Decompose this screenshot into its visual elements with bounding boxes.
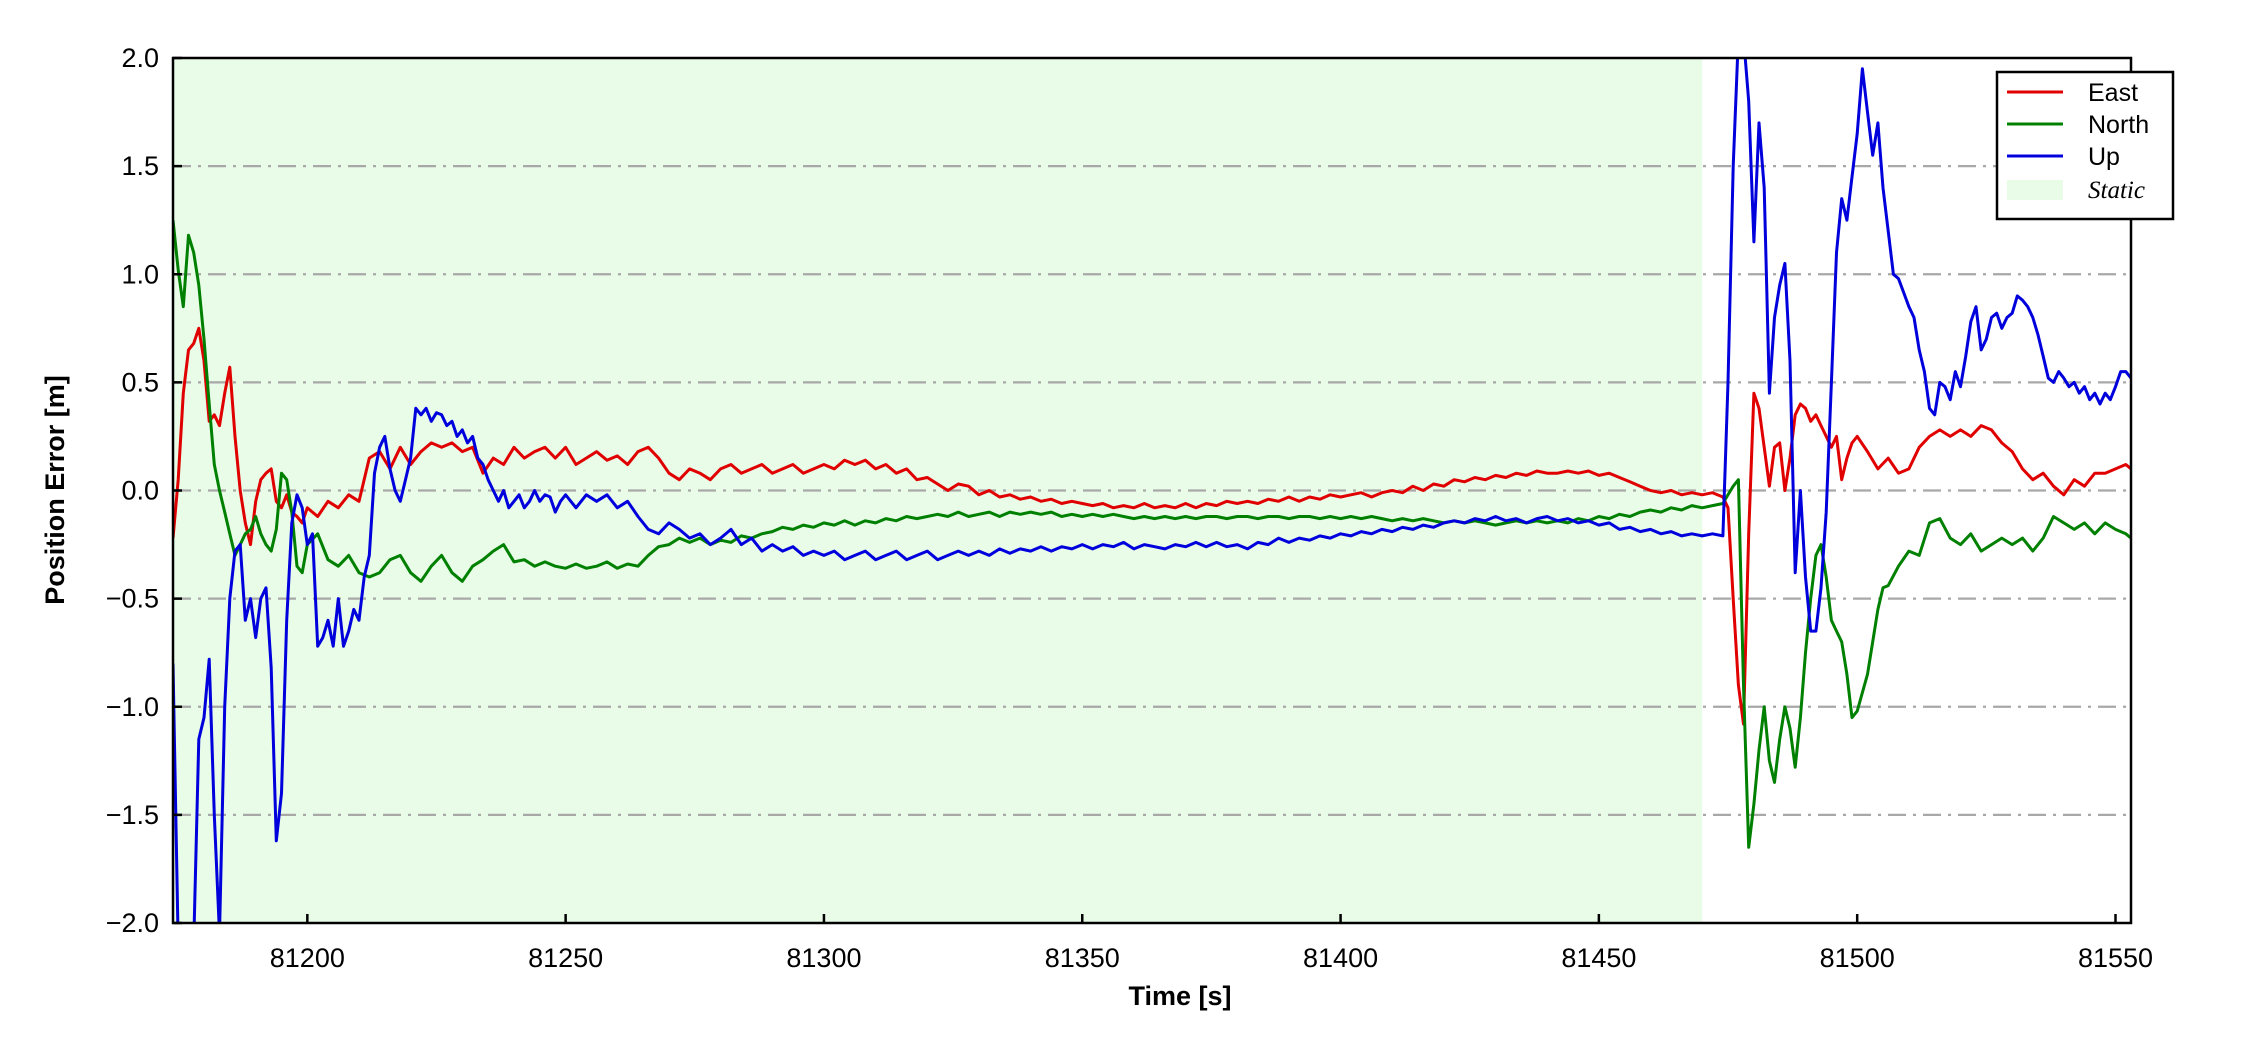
legend-swatch-static — [2007, 180, 2063, 200]
legend-label-static: Static — [2088, 177, 2145, 204]
x-tick-label: 81250 — [528, 943, 603, 973]
x-tick-label: 81200 — [270, 943, 345, 973]
legend-label-east: East — [2088, 79, 2138, 107]
x-axis-ticks: 81200 81250 81300 81350 81400 81450 81500 81550 — [270, 914, 2153, 973]
x-tick-label: 81500 — [1820, 943, 1895, 973]
x-tick-label: 81350 — [1045, 943, 1120, 973]
y-tick-label: 0.5 — [121, 367, 159, 397]
legend: East North Up Static — [1995, 70, 2175, 221]
x-tick-label: 81450 — [1561, 943, 1636, 973]
y-tick-label: 1.5 — [121, 151, 159, 181]
series-lines — [173, 58, 2131, 923]
horizontal-gridlines — [173, 165, 2131, 816]
x-axis-title: Time [s] — [1128, 981, 1231, 1011]
y-tick-label: 0.0 — [121, 476, 159, 506]
y-tick-label: −1.5 — [106, 800, 159, 830]
x-tick-label: 81550 — [2078, 943, 2153, 973]
y-axis-title: Position Error [m] — [40, 375, 70, 605]
y-tick-label: 2.0 — [121, 43, 159, 73]
series-line-up — [173, 58, 2131, 923]
y-tick-label: −0.5 — [106, 584, 159, 614]
legend-label-up: Up — [2088, 143, 2120, 171]
y-tick-label: −1.0 — [106, 692, 159, 722]
y-tick-label: 1.0 — [121, 259, 159, 289]
legend-label-north: North — [2088, 111, 2149, 139]
y-axis-ticks: −2.0 −1.5 −1.0 −0.5 0.0 0.5 1.0 1.5 2.0 — [106, 43, 182, 938]
x-tick-label: 81300 — [786, 943, 861, 973]
y-tick-label: −2.0 — [106, 908, 159, 938]
x-tick-label: 81400 — [1303, 943, 1378, 973]
series-line-north — [173, 220, 2131, 849]
